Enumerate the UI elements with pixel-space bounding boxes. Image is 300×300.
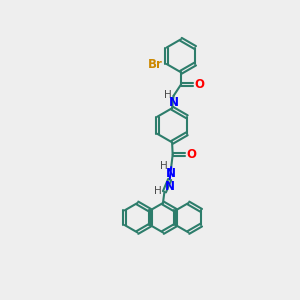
Text: H: H	[164, 90, 172, 100]
Text: N: N	[169, 96, 178, 109]
Text: N: N	[165, 180, 175, 193]
Text: H: H	[154, 186, 161, 196]
Text: O: O	[194, 78, 205, 91]
Text: H: H	[160, 161, 168, 171]
Text: N: N	[166, 167, 176, 180]
Text: Br: Br	[148, 58, 163, 70]
Text: O: O	[186, 148, 196, 161]
